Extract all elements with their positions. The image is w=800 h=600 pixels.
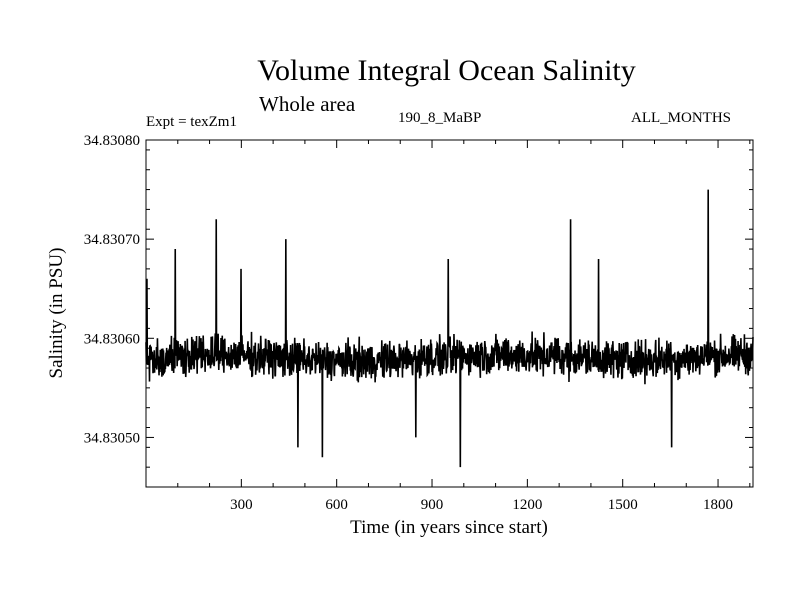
y-tick-label: 34.83050 [84,430,140,446]
x-tick-label: 900 [421,497,444,513]
chart-title: Volume Integral Ocean Salinity [257,54,636,87]
plot-frame [145,139,754,488]
y-tick-label: 34.83080 [84,133,140,149]
x-tick-label: 1500 [608,497,638,513]
y-axis-label: Salinity (in PSU) [46,248,67,379]
experiment-label: Expt = texZm1 [146,114,237,130]
x-axis-label: Time (in years since start) [350,517,548,538]
x-tick-label: 1200 [512,497,542,513]
y-tick-label: 34.83060 [84,331,140,347]
months-label: ALL_MONTHS [631,110,731,126]
x-tick-label: 300 [230,497,253,513]
run-label: 190_8_MaBP [398,110,482,126]
y-tick-label: 34.83070 [84,232,140,248]
x-tick-label: 1800 [703,497,733,513]
series-line [145,189,754,468]
x-tick-label: 600 [325,497,348,513]
chart-subtitle: Whole area [259,92,356,116]
